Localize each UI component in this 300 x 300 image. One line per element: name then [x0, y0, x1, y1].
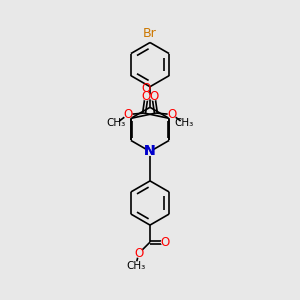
Text: Br: Br — [143, 27, 157, 40]
Text: CH₃: CH₃ — [106, 118, 125, 128]
Text: O: O — [161, 236, 170, 249]
Circle shape — [135, 250, 142, 257]
Text: CH₃: CH₃ — [175, 118, 194, 128]
Circle shape — [168, 111, 176, 118]
Circle shape — [143, 94, 150, 100]
Circle shape — [150, 94, 157, 100]
Text: O: O — [167, 108, 177, 121]
Text: O: O — [142, 90, 151, 104]
Text: O: O — [142, 82, 151, 95]
Text: CH₃: CH₃ — [126, 261, 146, 271]
Text: O: O — [149, 90, 158, 104]
Text: O: O — [134, 247, 143, 260]
Circle shape — [146, 148, 154, 155]
Circle shape — [124, 111, 132, 118]
Text: O: O — [123, 108, 133, 121]
Circle shape — [161, 238, 169, 246]
Text: N: N — [144, 145, 156, 158]
Text: N: N — [144, 145, 156, 158]
